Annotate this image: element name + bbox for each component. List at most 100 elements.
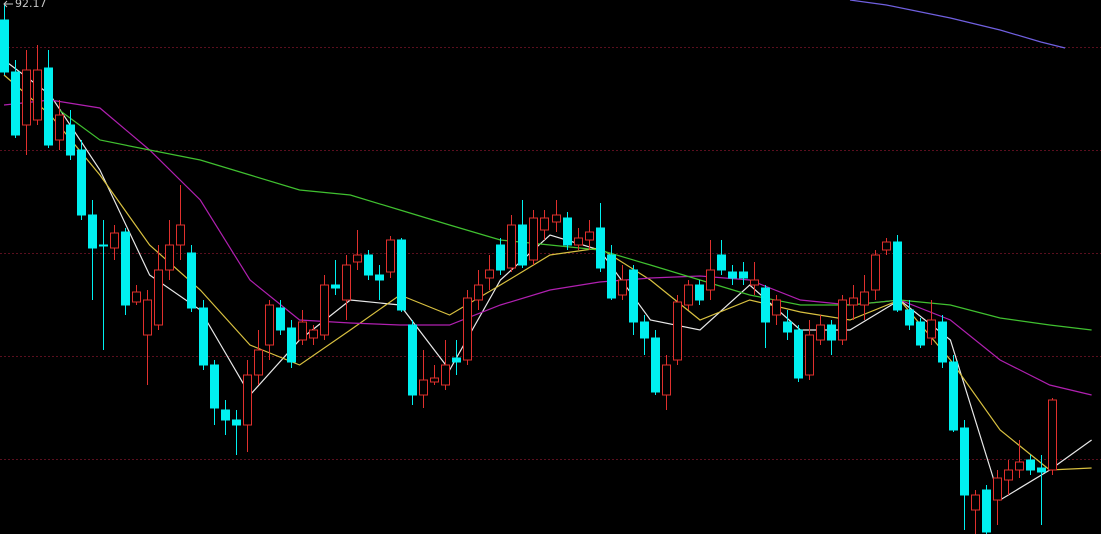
candle <box>882 238 891 255</box>
candle-body <box>331 284 340 289</box>
candle <box>419 350 428 408</box>
candle-body <box>320 284 329 336</box>
candle-body <box>673 301 682 361</box>
candle <box>728 265 737 285</box>
candle <box>154 245 163 330</box>
candle-body <box>827 324 836 341</box>
candle <box>905 300 914 330</box>
candle-body <box>199 307 208 366</box>
candle <box>596 203 605 272</box>
candle <box>640 315 649 355</box>
candle-body <box>364 254 373 276</box>
candle <box>783 310 792 340</box>
candle-body <box>309 329 318 339</box>
candle-body <box>728 271 737 279</box>
candle-body <box>265 304 274 346</box>
arrow-head <box>3 0 8 8</box>
candle-body <box>419 379 428 396</box>
candle <box>1015 440 1024 478</box>
candle-body <box>143 299 152 336</box>
candle <box>982 485 991 534</box>
candle-body <box>982 489 991 533</box>
candle <box>518 200 527 268</box>
candle-body <box>44 67 53 146</box>
candle-body <box>651 337 660 393</box>
candle-body <box>375 274 384 281</box>
candle <box>507 215 516 272</box>
candle <box>375 265 384 300</box>
candle-body <box>772 299 781 316</box>
candle-body <box>816 324 825 341</box>
candle-body <box>893 241 902 311</box>
candle-body <box>121 231 130 306</box>
candle <box>927 300 936 345</box>
candle-body <box>629 269 638 323</box>
candle-body <box>960 427 969 496</box>
candle-body <box>518 224 527 266</box>
candle <box>199 300 208 370</box>
candle <box>176 185 185 260</box>
candle <box>607 245 616 300</box>
candle-body <box>243 374 252 426</box>
candle <box>706 240 715 300</box>
candle-body <box>485 269 494 279</box>
candle-body <box>1037 467 1046 473</box>
line <box>58 109 1092 331</box>
candle-body <box>1015 461 1024 471</box>
candle <box>794 325 803 382</box>
candle-body <box>276 307 285 331</box>
candle <box>309 325 318 345</box>
candle <box>860 275 869 320</box>
candle-body <box>1048 399 1057 471</box>
candle-body <box>77 149 86 216</box>
candle-body <box>287 327 296 363</box>
candle <box>397 238 406 312</box>
candle-body <box>110 232 119 249</box>
candle <box>121 228 130 315</box>
candle <box>210 360 219 425</box>
candle-body <box>916 321 925 346</box>
high-label: 92.17 <box>15 0 47 10</box>
candle-body <box>640 321 649 339</box>
candle-body <box>783 321 792 333</box>
candle-body <box>441 364 450 386</box>
candle-body <box>88 214 97 249</box>
candle-body <box>165 244 174 271</box>
candle <box>529 210 538 265</box>
candle-body <box>66 124 75 156</box>
candle-body <box>507 224 516 269</box>
candle <box>960 420 969 530</box>
candle <box>838 295 847 345</box>
candle-body <box>871 254 880 291</box>
candle <box>618 265 627 300</box>
candle <box>552 200 561 232</box>
candle <box>254 330 263 385</box>
candle <box>695 280 704 305</box>
candle-body <box>938 321 947 363</box>
candle <box>750 262 759 295</box>
candle-body <box>849 297 858 306</box>
candle <box>662 355 671 410</box>
candle <box>585 220 594 250</box>
candle <box>22 50 31 155</box>
candle <box>629 265 638 335</box>
candle-body <box>794 329 803 379</box>
candle-body <box>187 252 196 309</box>
candle <box>574 228 583 250</box>
candle-body <box>298 321 307 341</box>
candle-body <box>254 349 263 376</box>
candle-body <box>540 217 549 231</box>
candle <box>871 250 880 300</box>
candle <box>99 220 108 350</box>
candle <box>893 235 902 312</box>
candle <box>1037 455 1046 525</box>
grid <box>0 47 1101 460</box>
candle-body <box>452 357 461 363</box>
candle <box>916 318 925 348</box>
candle-body <box>927 319 936 339</box>
candle <box>132 285 141 305</box>
candle-body <box>463 297 472 361</box>
candle <box>540 210 549 240</box>
